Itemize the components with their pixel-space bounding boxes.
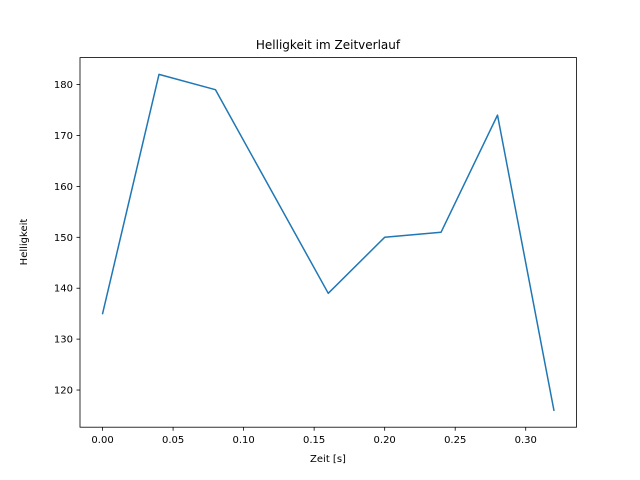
x-tick-label: 0.15: [303, 435, 325, 446]
y-tick-label: 160: [54, 182, 73, 193]
y-tick-label: 150: [54, 233, 73, 244]
plot-area: 0.00 0.05 0.10 0.15 0.20 0.25 0.30 120 130 140 150…: [54, 57, 577, 446]
y-axis-label: Helligkeit: [19, 219, 30, 266]
y-tick-label: 130: [54, 335, 73, 346]
x-tick-label: 0.30: [515, 435, 537, 446]
x-tick-label: 0.05: [162, 435, 184, 446]
y-tick-label: 170: [54, 131, 73, 142]
y-tick-label: 180: [54, 80, 73, 91]
y-tick-label: 120: [54, 386, 73, 397]
x-tick-label: 0.25: [444, 435, 466, 446]
chart-title: Helligkeit im Zeitverlauf: [256, 38, 401, 52]
x-tick-label: 0.10: [232, 435, 254, 446]
x-axis-label: Zeit [s]: [310, 454, 346, 465]
axes-box: [79, 57, 577, 428]
y-tick-label: 140: [54, 284, 73, 295]
data-line: [101, 73, 555, 412]
x-tick-label: 0.20: [374, 435, 396, 446]
x-tick-label: 0.00: [91, 435, 113, 446]
